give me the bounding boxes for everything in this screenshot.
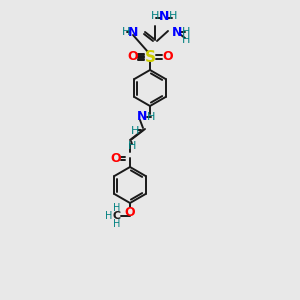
Text: N: N — [128, 26, 138, 38]
Text: O: O — [128, 50, 138, 64]
Text: N: N — [137, 110, 147, 124]
Text: O: O — [163, 50, 173, 64]
Text: H: H — [128, 141, 136, 151]
Text: H: H — [105, 211, 113, 221]
Text: H: H — [113, 203, 121, 213]
Text: H: H — [113, 219, 121, 229]
Text: S: S — [145, 50, 155, 64]
Text: N: N — [159, 10, 169, 22]
Text: H: H — [151, 11, 159, 21]
Text: N: N — [172, 26, 182, 38]
Text: H: H — [182, 35, 190, 45]
Text: H: H — [147, 112, 155, 122]
Text: O: O — [125, 206, 135, 218]
Text: H: H — [169, 11, 177, 21]
Text: O: O — [111, 152, 121, 166]
Text: H: H — [131, 126, 139, 136]
Text: H: H — [122, 27, 130, 37]
Text: C: C — [113, 211, 121, 221]
Text: H: H — [182, 27, 190, 37]
